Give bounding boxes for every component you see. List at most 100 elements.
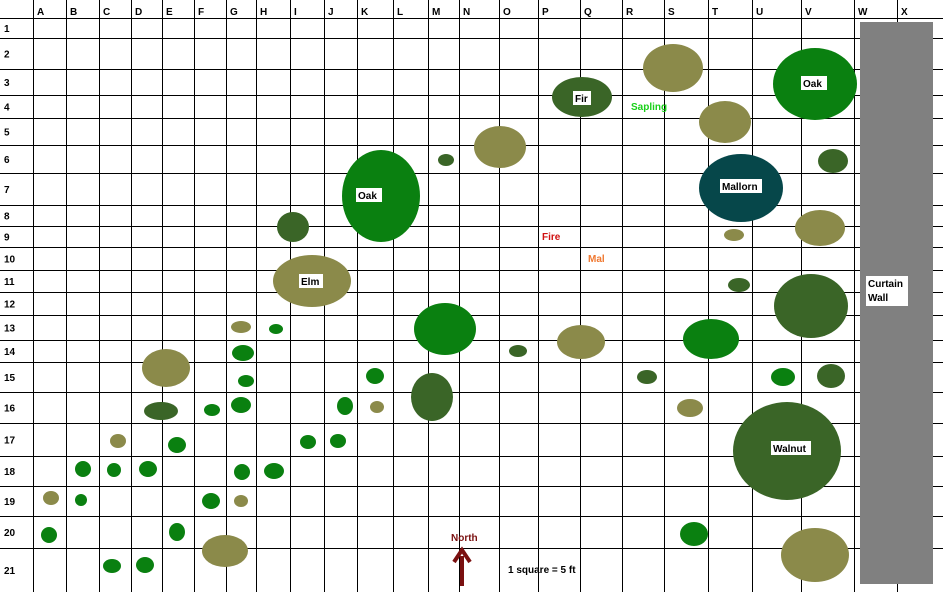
column-header: F	[198, 7, 204, 18]
row-header: 1	[4, 24, 10, 35]
column-header: U	[756, 7, 763, 18]
oak-label-top: Oak	[803, 79, 822, 90]
olive-tree	[699, 101, 751, 143]
scale-label: 1 square = 5 ft	[508, 565, 576, 576]
row-header: 21	[4, 566, 16, 577]
column-header: D	[135, 7, 142, 18]
dark-shrub	[818, 149, 848, 173]
column-header: V	[805, 7, 812, 18]
oak-label-mid: Oak	[358, 191, 377, 202]
green-shrub	[204, 404, 220, 416]
olive-tree	[795, 210, 845, 246]
row-header: 4	[4, 103, 10, 114]
dark-tree	[411, 373, 453, 421]
green-shrub	[139, 461, 157, 477]
dark-shrub	[277, 212, 309, 242]
column-header: B	[70, 7, 77, 18]
tree-labels: Oak Fir Oak Mallorn Elm Walnut Curtain W…	[299, 76, 908, 455]
olive-shrub	[43, 491, 59, 505]
green-shrub	[103, 559, 121, 573]
green-shrub	[75, 494, 87, 506]
green-shrub	[337, 397, 353, 415]
column-headers: A B C D E F G H I J K L M N O P Q R S T U V W X	[37, 7, 908, 18]
olive-shrub	[724, 229, 744, 241]
column-header: L	[397, 7, 403, 18]
row-header: 3	[4, 78, 10, 89]
north-label: North	[451, 533, 478, 544]
mal-label: Mal	[588, 254, 605, 265]
column-header: A	[37, 7, 44, 18]
row-header: 20	[4, 528, 16, 539]
column-header: H	[260, 7, 267, 18]
row-header: 12	[4, 300, 16, 311]
olive-shrub	[370, 401, 384, 413]
dark-shrub	[637, 370, 657, 384]
column-header: Q	[584, 7, 592, 18]
row-header: 5	[4, 128, 10, 139]
olive-shrub	[110, 434, 126, 448]
green-shrub	[330, 434, 346, 448]
column-header: C	[103, 7, 110, 18]
row-header: 18	[4, 467, 16, 478]
column-header: X	[901, 7, 908, 18]
green-shrub	[75, 461, 91, 477]
row-header: 16	[4, 404, 16, 415]
curtain-wall-label-1: Curtain	[868, 279, 903, 290]
row-header: 2	[4, 50, 10, 61]
column-header: N	[463, 7, 470, 18]
olive-tree	[781, 528, 849, 582]
trees	[41, 44, 857, 582]
green-tree	[683, 319, 739, 359]
row-header: 14	[4, 347, 16, 358]
column-header: K	[361, 7, 369, 18]
green-shrub	[269, 324, 283, 334]
column-header: R	[626, 7, 634, 18]
row-header: 9	[4, 233, 10, 244]
green-shrub	[202, 493, 220, 509]
row-header: 13	[4, 324, 16, 335]
olive-tree	[202, 535, 248, 567]
olive-tree	[474, 126, 526, 168]
row-header: 19	[4, 497, 16, 508]
row-header: 8	[4, 212, 10, 223]
sapling-label: Sapling	[631, 102, 667, 113]
green-shrub	[231, 397, 251, 413]
column-header: E	[166, 7, 173, 18]
green-shrub	[107, 463, 121, 477]
green-shrub	[136, 557, 154, 573]
green-shrub	[168, 437, 186, 453]
green-shrub	[264, 463, 284, 479]
dark-shrub	[144, 402, 178, 420]
mallorn-label: Mallorn	[722, 182, 758, 193]
green-shrub	[238, 375, 254, 387]
olive-tree	[643, 44, 703, 92]
green-tree	[414, 303, 476, 355]
row-header: 15	[4, 373, 16, 384]
curtain-wall-label-2: Wall	[868, 293, 888, 304]
row-header: 6	[4, 155, 10, 166]
green-shrub	[232, 345, 254, 361]
row-header: 11	[4, 277, 15, 288]
row-header: 17	[4, 436, 16, 447]
walnut-label: Walnut	[773, 444, 807, 455]
olive-tree	[142, 349, 190, 387]
green-shrub	[234, 464, 250, 480]
dark-shrub	[509, 345, 527, 357]
column-header: P	[542, 7, 549, 18]
elm-label: Elm	[301, 277, 319, 288]
fir-label: Fir	[575, 94, 588, 105]
green-shrub	[169, 523, 185, 541]
olive-tree	[557, 325, 605, 359]
dark-shrub	[438, 154, 454, 166]
dark-shrub	[728, 278, 750, 292]
olive-shrub	[677, 399, 703, 417]
fire-label: Fire	[542, 232, 561, 243]
row-header: 7	[4, 185, 10, 196]
dark-shrub	[817, 364, 845, 388]
dark-tree	[774, 274, 848, 338]
green-shrub	[680, 522, 708, 546]
green-shrub	[771, 368, 795, 386]
north-arrow-icon	[452, 546, 472, 586]
